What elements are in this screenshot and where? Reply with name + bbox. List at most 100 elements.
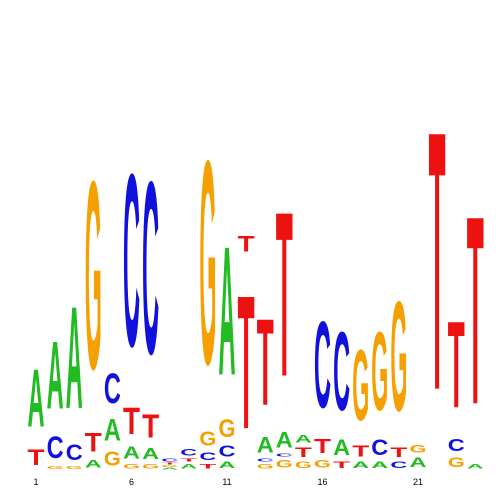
logo-letter-a-pos-24-0: A [467,462,485,470]
x-tick-label-6: 6 [129,477,134,487]
position-column-16: GTC [314,297,331,471]
logo-letter-c-pos-16-2: C [314,297,331,435]
logo-letter-c-pos-8-3: C [161,458,178,463]
position-column-4: ATG [85,126,102,470]
logo-letter-a-pos-11-0: A [219,460,236,470]
logo-letter-g-pos-20-2: G [390,269,407,444]
logo-letter-a-pos-3-2: A [66,278,83,440]
logo-letter-c-pos-2-1: C [47,430,64,465]
logo-letter-g-pos-5-0: G [104,448,121,470]
logo-letter-g-pos-11-2: G [219,415,236,443]
position-column-20: CTG [390,269,408,470]
x-axis-ticks: 1 6 11 16 21 [33,477,423,487]
logo-letter-g-pos-21-1: G [409,442,426,455]
logo-letter-g-pos-8-1: G [161,465,178,467]
position-column-21: AG [409,442,426,470]
logo-letter-c-pos-6-3: C [123,123,140,399]
logo-letter-t-pos-22-0: T [429,54,446,467]
position-column-18: ATG [352,330,369,470]
logo-letter-a-pos-2-2: A [47,322,64,429]
position-column-23: GCT [448,296,465,470]
logo-letter-a-pos-17-1: A [333,435,350,460]
position-column-5: GAC [104,366,121,471]
position-column-1: TA [27,352,45,471]
position-column-2: GCA [47,322,64,470]
logo-letter-g-pos-10-2: G [199,428,216,450]
position-column-15: GTA [295,432,313,470]
logo-letter-t-pos-15-1: T [295,445,313,460]
logo-letter-a-pos-8-0: A [161,468,178,471]
position-column-3: GCA [66,278,83,470]
position-column-22: T [429,54,446,467]
x-tick-label-11: 11 [222,477,231,487]
logo-letter-t-pos-13-3: T [257,293,274,431]
logo-letter-t-pos-6-2: T [123,401,141,443]
position-column-9: ATC [180,447,198,470]
logo-letter-t-pos-1-0: T [27,446,45,471]
position-column-24: AT [467,160,485,470]
logo-letter-a-pos-19-0: A [371,460,388,470]
logo-letter-a-pos-13-2: A [257,432,274,457]
logo-letter-t-pos-12-0: T [238,256,255,469]
logo-letter-c-pos-10-1: C [199,450,216,463]
logo-letter-t-pos-10-0: T [199,463,217,470]
logo-letter-c-pos-13-1: C [257,458,274,463]
logo-letter-c-pos-20-0: C [390,460,407,470]
logo-letter-g-pos-6-0: G [123,463,140,470]
logo-letter-c-pos-17-2: C [333,311,350,436]
position-column-12: TT [238,232,256,468]
logo-letter-g-pos-14-0: G [276,457,293,470]
logo-letter-a-pos-9-0: A [180,462,198,470]
logo-letter-g-pos-13-0: G [257,463,274,470]
logo-letter-t-pos-4-1: T [85,427,102,457]
logo-letter-a-pos-15-2: A [295,432,312,445]
logo-letter-g-pos-16-0: G [314,457,331,470]
logo-letter-c-pos-19-1: C [371,435,388,460]
logo-letter-a-pos-1-1: A [28,352,45,445]
logo-letter-g-pos-4-2: G [85,126,102,426]
logo-letter-g-pos-15-0: G [295,460,312,470]
logo-letter-a-pos-4-0: A [85,457,102,470]
logo-letter-c-pos-7-3: C [142,131,159,407]
logo-letter-a-pos-21-0: A [410,456,427,471]
logo-letter-t-pos-7-2: T [142,407,159,445]
logo-letter-g-pos-10-3: G [199,100,216,426]
logo-letter-c-pos-3-1: C [66,440,83,465]
logo-letter-a-pos-11-3: A [219,207,236,413]
logo-letter-a-pos-7-1: A [142,446,159,463]
logo-letter-c-pos-11-1: C [218,443,235,460]
logo-letter-c-pos-9-2: C [180,447,197,457]
logo-letter-g-pos-7-0: G [142,463,159,470]
logo-letter-c-pos-23-1: C [448,436,465,456]
logo-letter-g-pos-18-2: G [352,330,369,442]
logo-letter-t-pos-8-2: T [161,463,178,465]
x-tick-label-16: 16 [317,477,327,487]
logo-letter-t-pos-17-0: T [333,460,351,470]
logo-letter-t-pos-16-1: T [314,436,331,458]
logo-letter-a-pos-14-2: A [276,427,293,452]
logo-letter-a-pos-18-0: A [352,460,369,470]
logo-letter-c-pos-14-1: C [276,452,293,457]
logo-letter-g-pos-3-0: G [66,465,83,470]
logo-letter-c-pos-5-2: C [104,366,121,413]
logo-letter-t-pos-18-1: T [352,443,369,460]
logo-letter-t-pos-24-1: T [467,160,484,461]
position-column-19: ACG [371,310,388,470]
logo-letter-t-pos-12-1: T [238,232,256,257]
logo-letter-t-pos-20-1: T [390,445,408,460]
logo-letter-a-pos-5-1: A [104,412,121,447]
logo-letter-g-pos-19-2: G [371,310,388,435]
x-tick-label-21: 21 [413,477,423,487]
x-tick-label-1: 1 [33,477,38,487]
logo-letter-t-pos-14-3: T [276,162,293,426]
logo-letter-t-pos-9-1: T [180,458,197,463]
logo-letter-g-pos-23-0: G [448,455,465,470]
